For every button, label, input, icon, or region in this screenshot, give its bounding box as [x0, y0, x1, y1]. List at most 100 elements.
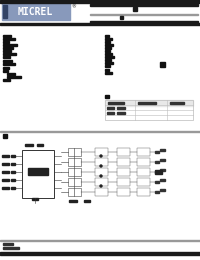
Bar [137, 158, 150, 166]
Bar [2, 163, 9, 165]
Bar [0, 23, 200, 24]
Bar [160, 62, 165, 67]
Bar [25, 144, 33, 146]
Bar [22, 150, 54, 198]
Bar [3, 56, 10, 57]
Bar [108, 102, 124, 104]
Bar [3, 41, 9, 42]
Bar [107, 112, 114, 114]
Bar [11, 154, 15, 157]
Bar [0, 131, 200, 132]
Bar [155, 151, 159, 153]
Bar [137, 168, 150, 176]
Bar [117, 188, 130, 196]
Bar [32, 198, 38, 200]
Bar [90, 4, 198, 5]
Bar [117, 148, 130, 156]
Bar [3, 60, 12, 62]
Bar [3, 47, 13, 49]
Bar [105, 35, 109, 36]
Bar [7, 73, 15, 75]
Bar [105, 62, 113, 63]
Bar [3, 53, 16, 55]
Bar [160, 169, 165, 171]
Bar [68, 168, 81, 176]
Bar [155, 171, 159, 173]
Bar [3, 63, 15, 64]
Bar [2, 187, 9, 188]
Bar [11, 162, 15, 165]
Bar [160, 179, 165, 180]
Bar [0, 252, 200, 255]
Bar [105, 72, 112, 74]
Bar [90, 14, 198, 15]
Bar [3, 5, 7, 18]
Bar [68, 148, 81, 156]
Bar [105, 38, 112, 40]
Bar [68, 178, 81, 186]
Bar [3, 79, 10, 81]
Bar [3, 50, 11, 51]
Bar [105, 41, 110, 42]
Bar [3, 35, 11, 36]
Bar [105, 47, 111, 49]
Bar [105, 44, 113, 46]
Bar [160, 149, 165, 151]
Bar [117, 158, 130, 166]
Bar [105, 69, 109, 70]
Bar [0, 0, 200, 3]
Bar [2, 155, 9, 157]
Bar [7, 76, 21, 77]
Bar [95, 148, 108, 156]
Bar [117, 178, 130, 186]
Bar [68, 188, 81, 196]
Bar [105, 50, 110, 51]
Bar [117, 107, 125, 108]
Text: MICREL: MICREL [17, 7, 53, 17]
Bar [155, 191, 159, 193]
Bar [3, 247, 19, 249]
Bar [120, 16, 123, 19]
Bar [105, 59, 111, 61]
Text: ®: ® [71, 4, 76, 9]
Bar [2, 171, 9, 172]
Bar [11, 179, 15, 181]
Bar [105, 56, 114, 57]
Bar [95, 158, 108, 166]
Bar [2, 179, 9, 180]
Bar [155, 180, 159, 183]
Bar [0, 240, 200, 241]
Circle shape [100, 185, 102, 187]
Bar [95, 168, 108, 176]
Bar [3, 44, 17, 46]
Bar [160, 159, 165, 160]
Bar [117, 168, 130, 176]
Bar [138, 102, 156, 104]
Bar [84, 200, 90, 202]
Bar [155, 160, 159, 163]
Bar [3, 252, 13, 254]
Bar [105, 100, 193, 120]
Bar [3, 243, 13, 245]
Bar [175, 252, 195, 254]
Bar [137, 178, 150, 186]
Bar [92, 252, 107, 254]
Bar [155, 170, 162, 174]
Bar [117, 112, 125, 114]
Bar [28, 168, 48, 175]
Bar [133, 7, 137, 11]
Bar [105, 65, 110, 67]
Bar [2, 3, 70, 20]
Bar [137, 188, 150, 196]
Bar [69, 200, 77, 202]
Bar [3, 70, 8, 72]
Circle shape [100, 165, 102, 167]
Bar [90, 21, 198, 23]
Bar [137, 148, 150, 156]
Bar [105, 95, 109, 98]
Circle shape [100, 155, 102, 157]
Bar [11, 171, 15, 173]
Bar [105, 53, 112, 55]
Bar [11, 186, 15, 189]
Bar [107, 107, 114, 108]
